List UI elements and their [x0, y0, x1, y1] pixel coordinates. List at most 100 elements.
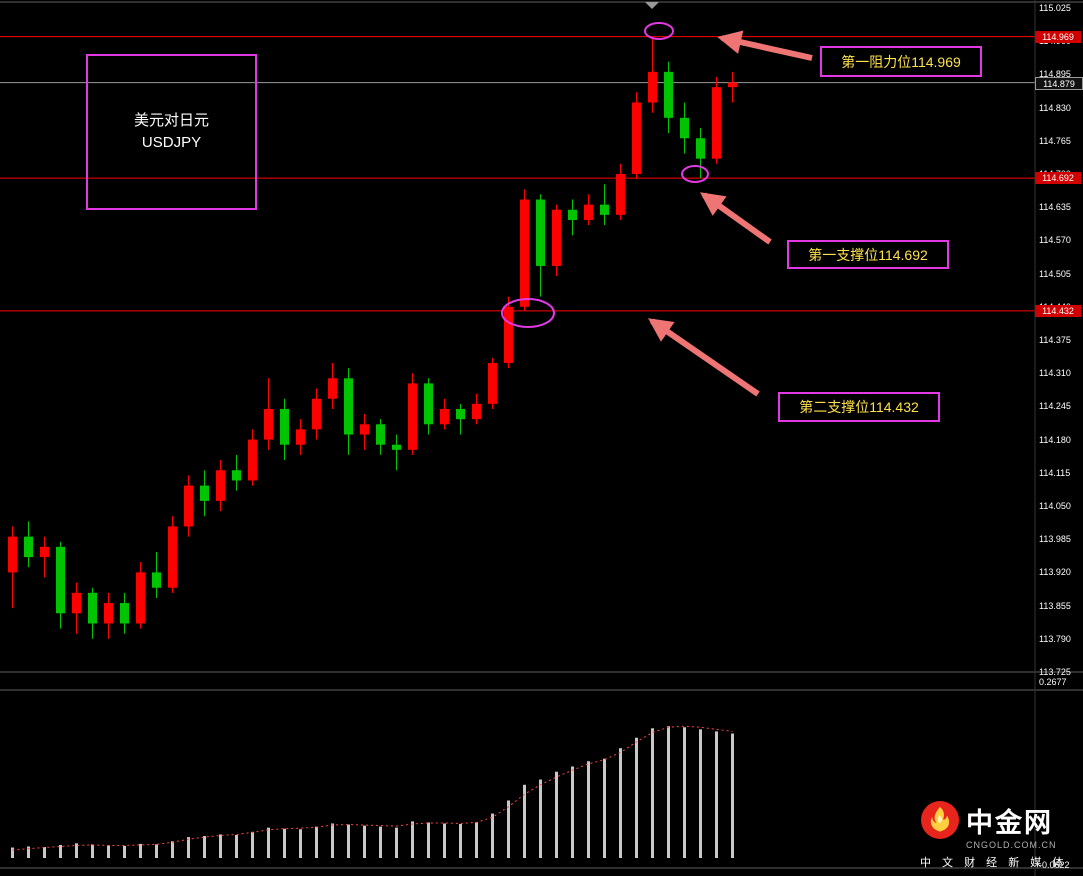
cngold-name: 中金网	[966, 807, 1053, 838]
indicator-bar	[667, 726, 670, 858]
resistance1-label: 第一阻力位114.969	[820, 46, 982, 77]
candle-body	[168, 526, 177, 588]
indicator-bar	[603, 758, 606, 858]
highlight-ellipse-support1	[681, 165, 709, 183]
indicator-bar	[731, 733, 734, 858]
candle-body	[584, 204, 593, 220]
price-axis-label: 113.920	[1039, 567, 1071, 578]
candle-body	[72, 592, 81, 614]
indicator-bar	[347, 824, 350, 858]
candle-body	[392, 444, 401, 450]
indicator-bar	[683, 727, 686, 858]
indicator-bar	[331, 823, 334, 858]
candle-body	[632, 102, 641, 174]
cngold-domain: CNGOLD.COM.CN	[966, 840, 1057, 850]
support2-label: 第二支撑位114.432	[778, 392, 940, 422]
symbol-label-box: 美元对日元 USDJPY	[86, 54, 257, 210]
candle-body	[520, 199, 529, 307]
candle-body	[216, 470, 225, 501]
indicator-bar	[107, 845, 110, 858]
indicator-bar	[539, 779, 542, 858]
highlight-ellipse-resistance	[644, 22, 674, 40]
price-axis-label: 114.245	[1039, 401, 1071, 412]
support1-label: 第一支撑位114.692	[787, 240, 949, 269]
candle-body	[472, 403, 481, 420]
candle-body	[184, 485, 193, 527]
indicator-bar	[235, 834, 238, 858]
indicator-max-label: 0.2677	[1039, 677, 1067, 687]
indicator-bar	[651, 728, 654, 858]
indicator-bar	[251, 831, 254, 858]
candle-body	[376, 424, 385, 445]
candle-body	[696, 138, 705, 159]
indicator-bar	[219, 834, 222, 858]
indicator-bar	[507, 800, 510, 858]
indicator-bar	[315, 826, 318, 858]
candle-body	[488, 362, 497, 404]
indicator-bar	[283, 828, 286, 858]
candle-body	[664, 71, 673, 118]
candle-body	[136, 572, 145, 624]
indicator-bar	[363, 825, 366, 858]
arrow-to-support2-icon	[648, 318, 760, 397]
indicator-min-label: -0.0622	[1039, 860, 1070, 870]
price-axis-label: 114.765	[1039, 135, 1071, 146]
symbol-ticker: USDJPY	[141, 134, 202, 151]
candle-body	[456, 408, 465, 420]
candle-body	[104, 603, 113, 624]
indicator-bar	[555, 771, 558, 858]
candle-body	[328, 378, 337, 399]
candle-body	[8, 536, 17, 573]
symbol-name-cn: 美元对日元	[133, 112, 209, 129]
candle-body	[712, 87, 721, 159]
indicator-bar	[27, 846, 30, 858]
candle-body	[312, 398, 321, 430]
candle-body	[344, 378, 353, 435]
price-axis-label: 113.725	[1039, 667, 1071, 677]
candle-body	[120, 603, 129, 624]
price-axis-label: 114.635	[1039, 202, 1071, 213]
indicator-bar	[587, 761, 590, 858]
indicator-bar	[523, 784, 526, 858]
cngold-tagline: 中 文 财 经 新 媒 体	[920, 857, 1068, 869]
price-axis-label: 113.790	[1039, 633, 1071, 644]
price-axis-label: 114.505	[1039, 268, 1071, 279]
indicator-bar	[123, 845, 126, 858]
cngold-logo-row: 中金网	[920, 800, 1070, 840]
candle-body	[728, 82, 737, 88]
candle-body	[296, 429, 305, 445]
price-axis-label: 114.180	[1039, 434, 1071, 445]
indicator-bar	[91, 844, 94, 858]
candle-body	[536, 199, 545, 266]
indicator-bar	[203, 836, 206, 858]
candle-body	[200, 485, 209, 501]
indicator-bar	[395, 827, 398, 858]
candle-body	[360, 424, 369, 435]
indicator-bar	[139, 843, 142, 858]
indicator-bar	[715, 731, 718, 858]
candle-body	[648, 71, 657, 103]
arrow-to-support1-icon	[700, 192, 772, 245]
indicator-bar	[619, 748, 622, 858]
indicator-bar	[635, 737, 638, 858]
level-price-tag-support2: 114.432	[1035, 304, 1081, 317]
price-axis-label: 114.050	[1039, 501, 1071, 511]
candle-body	[232, 470, 241, 481]
candle-body	[56, 546, 65, 614]
candle-body	[408, 383, 417, 450]
indicator-bar	[75, 843, 78, 858]
candle-body	[152, 572, 161, 588]
candle-body	[424, 383, 433, 425]
level-price-tag-resistance1: 114.969	[1035, 30, 1081, 43]
price-axis-label: 113.985	[1039, 534, 1071, 545]
indicator-bar	[571, 766, 574, 858]
indicator-bar	[443, 823, 446, 858]
chart-plot-layer	[0, 36, 1035, 858]
price-axis-label: 114.570	[1039, 235, 1071, 246]
level-price-tag-support1: 114.692	[1035, 172, 1081, 185]
current-price-tag: 114.879	[1035, 76, 1083, 90]
candle-body	[616, 174, 625, 215]
